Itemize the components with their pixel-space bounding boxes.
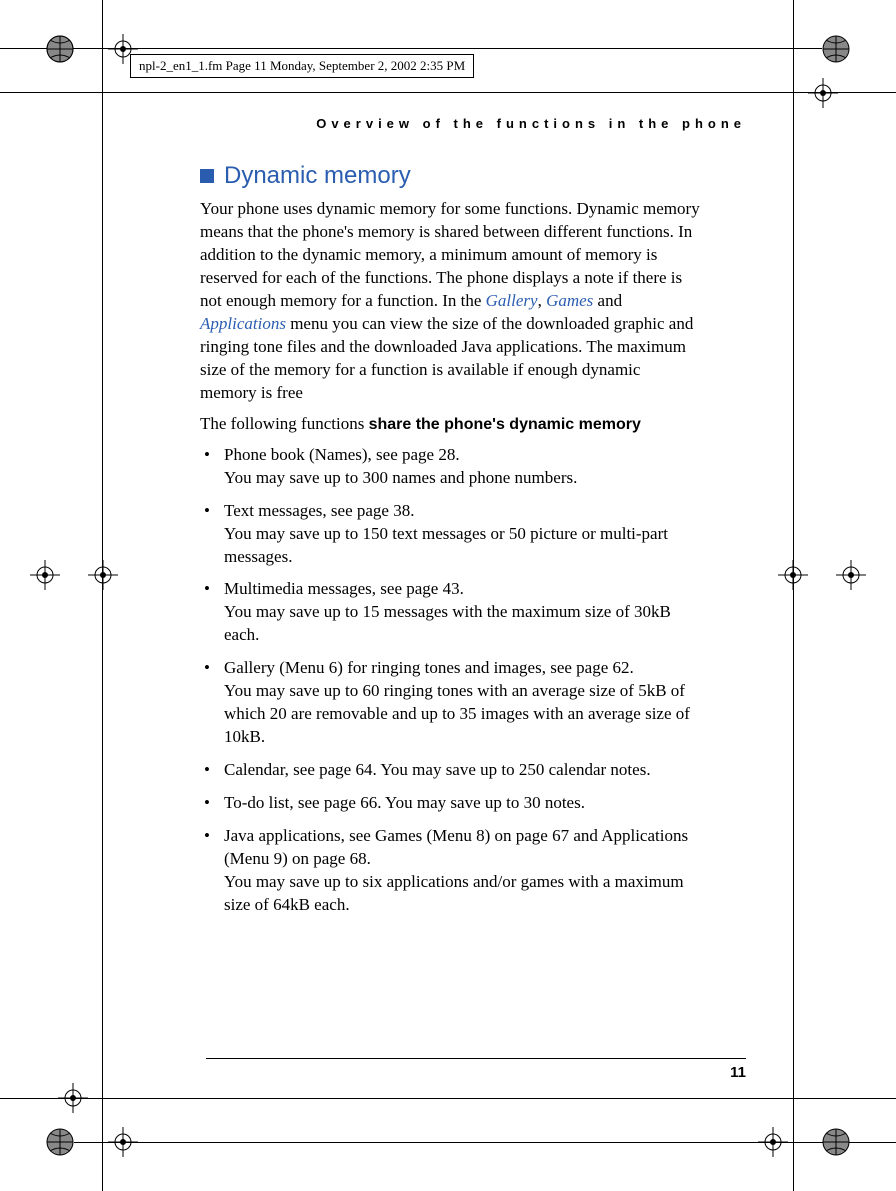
registration-globe-icon [821,1127,851,1157]
list-item-line1: Java applications, see Games (Menu 8) on… [224,826,688,868]
link-applications: Applications [200,314,286,333]
lead-text: The following functions [200,414,369,433]
list-item: Multimedia messages, see page 43. You may… [200,578,700,647]
registration-globe-icon [821,34,851,64]
list-item: To-do list, see page 66. You may save up… [200,792,700,815]
list-item-line1: Multimedia messages, see page 43. [224,579,464,598]
crosshair-icon [30,560,60,590]
list-item-line1: Text messages, see page 38. [224,501,414,520]
bullet-list: Phone book (Names), see page 28. You may … [200,444,700,917]
list-item: Java applications, see Games (Menu 8) on… [200,825,700,917]
crop-line [793,0,794,1191]
intro-text: Your phone uses dynamic memory for some … [200,199,700,310]
link-gallery: Gallery [486,291,538,310]
crosshair-icon [808,78,838,108]
running-header: Overview of the functions in the phone [316,116,746,131]
crosshair-icon [778,560,808,590]
list-item-line1: To-do list, see page 66. You may save up… [224,793,585,812]
crosshair-icon [108,1127,138,1157]
lead-paragraph: The following functions share the phone'… [200,413,700,436]
page-footer-rule [206,1058,746,1059]
list-item-line2: You may save up to 60 ringing tones with… [224,681,690,746]
section-heading-text: Dynamic memory [224,160,411,192]
section-heading: Dynamic memory [200,160,700,192]
intro-text: , [538,291,547,310]
crop-line [0,92,896,93]
list-item-line1: Calendar, see page 64. You may save up t… [224,760,651,779]
list-item-line2: You may save up to 15 messages with the … [224,602,671,644]
registration-globe-icon [45,1127,75,1157]
document-slug: npl-2_en1_1.fm Page 11 Monday, September… [130,54,474,78]
intro-paragraph: Your phone uses dynamic memory for some … [200,198,700,404]
link-games: Games [546,291,593,310]
page-number: 11 [730,1064,746,1081]
list-item-line2: You may save up to six applications and/… [224,872,684,914]
list-item-line2: You may save up to 150 text messages or … [224,524,668,566]
crosshair-icon [836,560,866,590]
list-item-line1: Gallery (Menu 6) for ringing tones and i… [224,658,634,677]
list-item-line2: You may save up to 300 names and phone n… [224,468,577,487]
list-item-line1: Phone book (Names), see page 28. [224,445,460,464]
list-item: Gallery (Menu 6) for ringing tones and i… [200,657,700,749]
crosshair-icon [758,1127,788,1157]
heading-bullet-icon [200,169,214,183]
registration-globe-icon [45,34,75,64]
list-item: Text messages, see page 38. You may save … [200,500,700,569]
crosshair-icon [88,560,118,590]
page-content: Dynamic memory Your phone uses dynamic m… [200,160,700,927]
crosshair-icon [58,1083,88,1113]
crop-line [102,0,103,1191]
lead-bold: share the phone's dynamic memory [369,416,641,433]
list-item: Calendar, see page 64. You may save up t… [200,759,700,782]
crop-line [0,1098,896,1099]
list-item: Phone book (Names), see page 28. You may … [200,444,700,490]
intro-text: and [593,291,622,310]
